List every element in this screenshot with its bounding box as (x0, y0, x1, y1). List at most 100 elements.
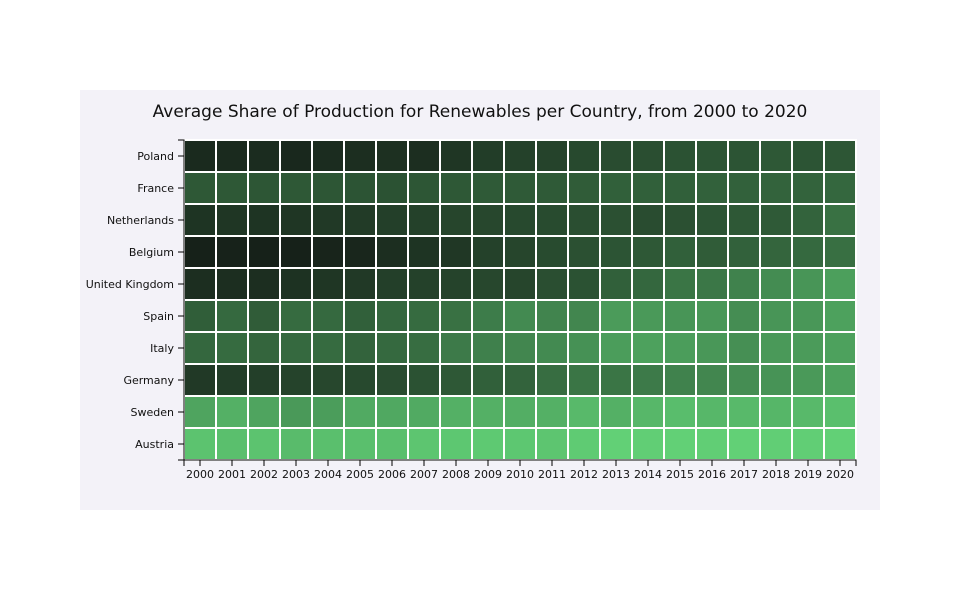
heatmap-cell (599, 203, 633, 237)
heatmap-cell (407, 203, 441, 237)
heatmap-cell (183, 331, 217, 365)
heatmap-cell (375, 139, 409, 173)
heatmap-cell (759, 427, 793, 461)
heatmap-cell (183, 171, 217, 205)
heatmap-cell (311, 363, 345, 397)
heatmap-cell (375, 299, 409, 333)
heatmap-cell (759, 139, 793, 173)
heatmap-cell (759, 267, 793, 301)
heatmap-cell (759, 235, 793, 269)
heatmap-cell (535, 363, 569, 397)
heatmap-cell (791, 395, 825, 429)
heatmap-cell (567, 203, 601, 237)
heatmap-cell (247, 203, 281, 237)
heatmap-cell (599, 427, 633, 461)
heatmap-cell (215, 363, 249, 397)
heatmap-cell (759, 299, 793, 333)
heatmap-cell (599, 235, 633, 269)
chart-title: Average Share of Production for Renewabl… (152, 102, 808, 122)
heatmap-cell (311, 203, 345, 237)
heatmap-cell (311, 235, 345, 269)
heatmap-cell (343, 267, 377, 301)
heatmap-cell (439, 331, 473, 365)
x-tick-label: 2012 (570, 468, 598, 481)
heatmap-cell (343, 171, 377, 205)
heatmap-cell (759, 395, 793, 429)
heatmap-cell (695, 203, 729, 237)
heatmap-cell (375, 203, 409, 237)
heatmap-cell (279, 235, 313, 269)
y-tick-label: Poland (137, 150, 174, 163)
heatmap-cell (663, 427, 697, 461)
heatmap-cell (823, 299, 857, 333)
heatmap-cell (695, 331, 729, 365)
heatmap-cell (375, 171, 409, 205)
heatmap-cell (663, 267, 697, 301)
heatmap-cell (439, 395, 473, 429)
heatmap-cell (631, 363, 665, 397)
heatmap-cell (503, 139, 537, 173)
heatmap-cell (503, 203, 537, 237)
heatmap-cell (567, 139, 601, 173)
x-tick-label: 2019 (794, 468, 822, 481)
heatmap-cell (567, 395, 601, 429)
heatmap-cell (791, 299, 825, 333)
y-tick-label: Austria (135, 438, 174, 451)
heatmap-cell (183, 299, 217, 333)
heatmap-cell (631, 139, 665, 173)
heatmap-cell (535, 395, 569, 429)
heatmap-cell (279, 267, 313, 301)
heatmap-cell (311, 395, 345, 429)
heatmap-cell (599, 267, 633, 301)
x-tick-label: 2011 (538, 468, 566, 481)
heatmap-cell (631, 267, 665, 301)
heatmap-cell (567, 267, 601, 301)
heatmap-cell (695, 139, 729, 173)
heatmap-cell (791, 235, 825, 269)
x-tick-label: 2014 (634, 468, 662, 481)
heatmap-cell (471, 171, 505, 205)
heatmap-cell (727, 203, 761, 237)
heatmap-cell (663, 139, 697, 173)
heatmap-cell (279, 427, 313, 461)
heatmap-cell (183, 395, 217, 429)
heatmap-cell (823, 235, 857, 269)
heatmap-cell (279, 299, 313, 333)
heatmap-cell (631, 171, 665, 205)
heatmap-cell (375, 395, 409, 429)
x-tick-label: 2010 (506, 468, 534, 481)
heatmap-cell (247, 299, 281, 333)
heatmap-cell (503, 331, 537, 365)
x-tick-label: 2003 (282, 468, 310, 481)
heatmap-cell (311, 299, 345, 333)
heatmap-cell (375, 267, 409, 301)
heatmap-cell (535, 427, 569, 461)
heatmap-cell (439, 171, 473, 205)
y-tick-label: United Kingdom (86, 278, 174, 291)
heatmap-cell (759, 331, 793, 365)
heatmap-cell (407, 331, 441, 365)
heatmap-cell (311, 139, 345, 173)
heatmap-cell (535, 139, 569, 173)
heatmap-cell (343, 331, 377, 365)
heatmap-cell (375, 363, 409, 397)
heatmap-cell (183, 363, 217, 397)
heatmap-cell (215, 203, 249, 237)
x-tick-label: 2001 (218, 468, 246, 481)
heatmap-cell (759, 171, 793, 205)
heatmap-cell (631, 427, 665, 461)
heatmap-cell (439, 267, 473, 301)
heatmap-cell (535, 299, 569, 333)
heatmap-cell (823, 267, 857, 301)
heatmap-cell (471, 331, 505, 365)
heatmap-cell (247, 267, 281, 301)
heatmap-cell (183, 427, 217, 461)
heatmap-cell (471, 427, 505, 461)
heatmap-cell (247, 139, 281, 173)
heatmap-cell (535, 331, 569, 365)
heatmap-cell (727, 395, 761, 429)
heatmap-cell (247, 395, 281, 429)
heatmap-cell (407, 363, 441, 397)
heatmap-cell (695, 235, 729, 269)
